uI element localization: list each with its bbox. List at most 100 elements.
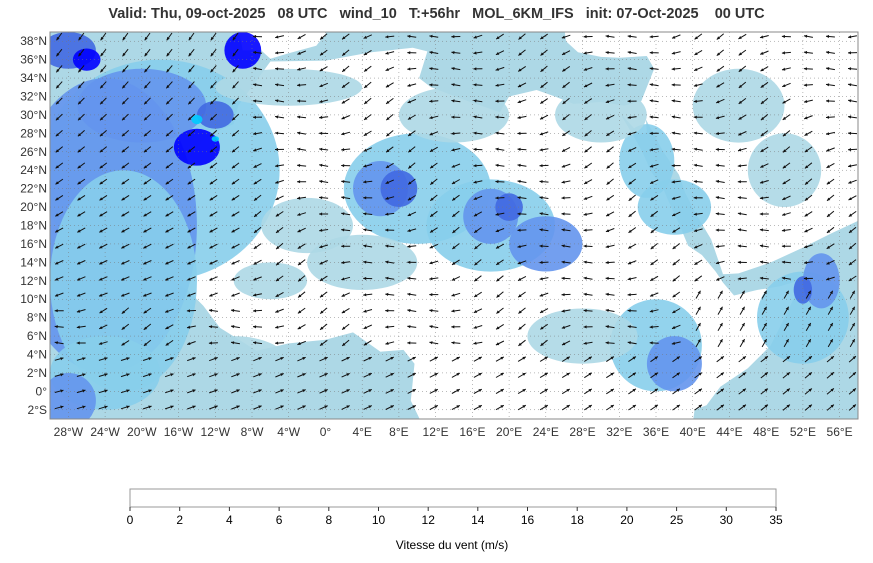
wind-vector-head-763 [566,356,570,360]
wind-vector-head-441 [804,213,808,217]
wind-vector-head-138 [649,83,653,87]
wind-vector-head-159 [297,99,301,103]
wind-vector-head-440 [782,212,786,216]
wind-vector-head-351 [451,181,456,184]
wind-vector-head-347 [363,180,367,184]
wind-vector-head-403 [782,197,786,200]
wind-vector-head-845 [742,388,746,392]
wind-vector-head-373 [121,197,125,201]
wind-speed-area-9 [191,114,203,125]
wind-vector-head-232 [275,131,279,135]
wind-vector-head-880 [698,404,702,408]
wind-vector-head-355 [539,180,543,184]
wind-vector-head-197 [319,115,323,119]
wind-vector-head-198 [341,116,345,120]
wind-vector-head-747 [214,357,218,361]
wind-vector-head-776 [852,356,856,360]
wind-vector-head-32 [760,35,764,39]
wind-vector-head-569 [363,276,367,281]
wind-vector-head-870 [478,405,482,409]
wind-vector-head-469 [605,229,610,233]
wind-vector-head-72 [826,50,830,55]
wind-vector-head-258 [848,131,852,135]
longitude-label-4: 12°W [201,425,231,439]
wind-vector-head-372 [99,197,103,201]
wind-vector-head-498 [429,245,434,249]
wind-vector-head-64 [649,51,653,55]
wind-vector-head-23 [561,35,566,39]
wind-vector-head-831 [434,389,438,393]
wind-vector-head-92 [451,67,455,71]
wind-vector-head-554 [848,262,853,266]
wind-vector-head-672 [187,325,191,329]
wind-vector-head-570 [385,276,389,280]
wind-vector-head-632 [121,310,126,314]
wind-vector-head-121 [275,83,279,87]
wind-vector-head-154 [188,101,192,105]
wind-vector-head-123 [319,84,323,87]
wind-vector-head-767 [654,356,658,360]
wind-vector-head-703 [54,341,58,345]
wind-vector-head-428 [517,212,521,216]
wind-vector-head-313 [430,165,434,169]
wind-vector-head-86 [319,68,324,72]
wind-vector-head-720 [429,341,433,345]
wind-vector-head-122 [297,83,301,87]
wind-vector-head-248 [627,132,632,136]
wind-vector-head-184 [848,99,852,103]
wind-vector-head-227 [166,133,170,137]
wind-vector-head-652 [561,309,565,313]
wind-vector-head-537 [474,262,478,266]
wind-vector-head-35 [826,34,830,39]
wind-vector-head-143 [760,84,765,88]
wind-vector-head-178 [716,100,720,104]
wind-vector-head-631 [99,310,103,314]
wind-vector-head-516 [826,245,831,249]
wind-vector-head-260 [77,149,82,153]
wind-vector-head-267 [232,149,236,153]
wind-vector-head-852 [82,405,86,409]
wind-vector-head-349 [408,181,412,185]
wind-vector-head-486 [165,245,169,249]
wind-vector-head-797 [500,373,504,376]
wind-vector-head-645 [407,308,411,313]
wind-vector-head-710 [208,341,212,345]
wind-vector-head-275 [408,149,412,153]
wind-vector-head-858 [214,405,218,409]
wind-vector-head-638 [253,309,257,313]
wind-vector-head-188 [122,117,126,121]
wind-vector-head-158 [275,99,279,103]
wind-vector-head-575 [496,278,500,282]
wind-vector-head-576 [518,277,522,281]
wind-vector-head-786 [258,373,262,377]
latitude-label-4: 30°N [20,108,47,122]
wind-vector-head-817 [126,389,130,393]
wind-vector-head-864 [346,405,350,409]
colorbar-tick-labels: 0 2 4 6 8 10 12 14 16 18 20 25 30 35 [127,507,783,527]
wind-vector-head-563 [231,277,235,281]
wind-vector-head-305 [253,164,257,168]
colorbar-tick-label-1: 2 [176,513,183,527]
wind-vector-head-760 [500,356,504,360]
wind-vector-head-431 [583,212,587,216]
wind-vector-head-606 [363,293,367,297]
wind-vector-head-752 [324,357,328,360]
wind-vector-head-268 [253,148,257,152]
wind-vector-head-212 [649,115,653,119]
wind-vector-head-261 [99,149,104,153]
wind-vector-head-582 [650,277,654,281]
wind-vector-head-77 [122,69,126,73]
wind-vector-head-49 [320,52,324,56]
wind-vector-head-136 [605,83,609,87]
wind-vector-head-777 [60,373,64,377]
wind-vector-head-757 [434,357,438,360]
wind-vector-head-481 [55,245,59,249]
wind-vector-head-674 [231,325,235,329]
wind-vector-head-388 [452,197,456,201]
wind-vector-head-120 [253,83,257,87]
wind-vector-head-304 [231,165,236,169]
wind-vector-head-605 [341,293,345,297]
wind-vector-head-224 [99,133,104,137]
wind-vector-head-288 [693,147,697,151]
wind-vector-head-604 [320,294,324,298]
